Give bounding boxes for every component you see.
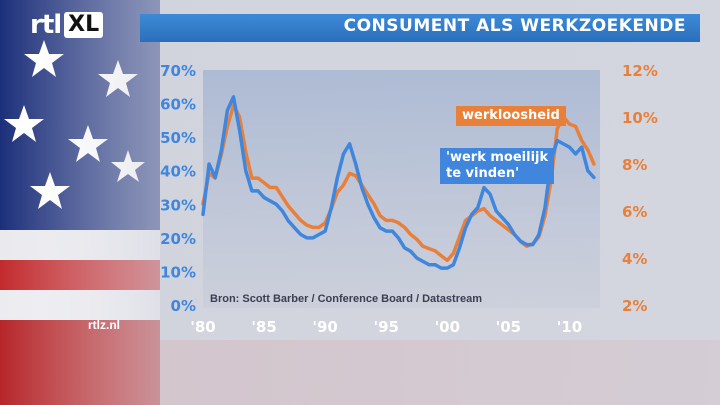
right-tick-label: 4%: [622, 250, 647, 268]
left-tick-label: 50%: [160, 129, 196, 147]
rtlxl-logo: rtl XL: [30, 10, 104, 40]
site-label: rtlz.nl: [88, 318, 120, 332]
right-tick-label: 10%: [622, 109, 658, 127]
legend-werkloosheid: werkloosheid: [456, 106, 566, 126]
series-line-1: [201, 95, 596, 270]
x-tick-label: '85: [251, 318, 276, 336]
x-tick-label: '90: [312, 318, 337, 336]
left-tick-label: 60%: [160, 96, 196, 114]
x-tick-label: '00: [435, 318, 460, 336]
line-chart: 0% 10% 20% 30% 40% 50% 60% 70% 2% 4% 6% 8% 10% 12% '80…: [160, 62, 658, 336]
left-tick-label: 10%: [160, 263, 196, 281]
x-tick-label: '10: [557, 318, 582, 336]
right-tick-label: 12%: [622, 62, 658, 80]
left-tick-label: 20%: [160, 230, 196, 248]
logo-rtl-text: rtl: [30, 10, 62, 40]
right-tick-label: 8%: [622, 156, 647, 174]
x-tick-label: '95: [373, 318, 398, 336]
left-tick-label: 30%: [160, 196, 196, 214]
title-bar: CONSUMENT ALS WERKZOEKENDE: [140, 14, 700, 42]
x-tick-label: '05: [496, 318, 521, 336]
left-tick-label: 0%: [171, 297, 196, 315]
page-title: CONSUMENT ALS WERKZOEKENDE: [343, 16, 686, 36]
right-tick-label: 6%: [622, 203, 647, 221]
left-tick-label: 40%: [160, 163, 196, 181]
legend-werk-moeilijk: 'werk moeilijk te vinden': [440, 148, 555, 184]
logo-xl-text: XL: [64, 12, 104, 38]
left-tick-label: 70%: [160, 62, 196, 80]
source-text: Bron: Scott Barber / Conference Board / …: [210, 293, 482, 305]
right-tick-label: 2%: [622, 297, 647, 315]
x-tick-label: '80: [190, 318, 215, 336]
